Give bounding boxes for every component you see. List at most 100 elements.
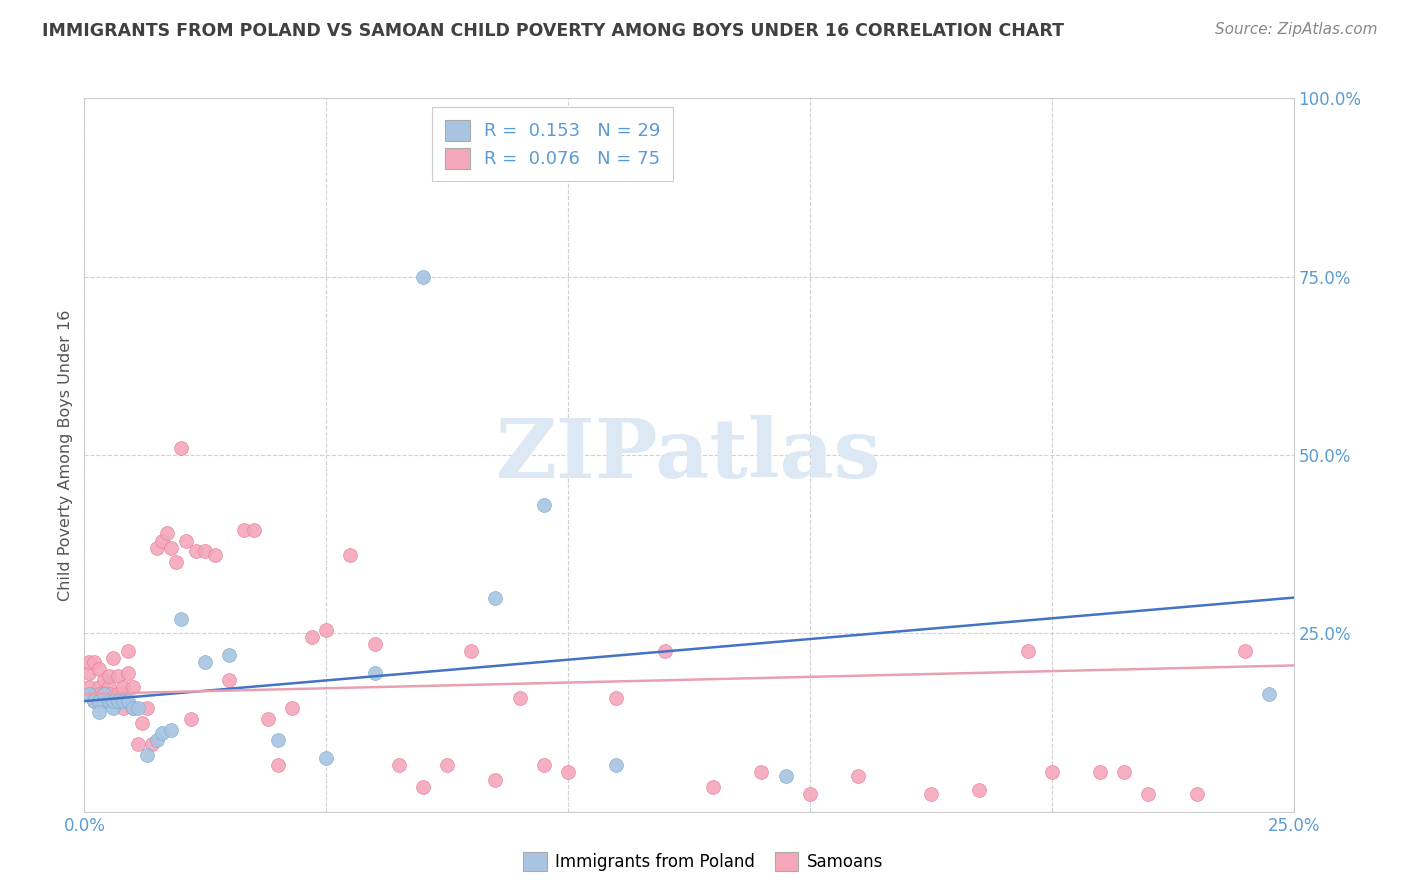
Point [184,544,207,558]
Point [233,523,256,537]
Point [146,541,169,555]
Point [557,765,579,780]
Point [83,687,105,701]
Point [315,623,337,637]
Point [533,758,555,772]
Point [87,680,110,694]
Point [218,673,240,687]
Point [218,648,240,662]
Point [103,651,125,665]
Point [605,758,627,772]
Point [204,548,226,562]
Point [267,758,290,772]
Point [83,694,105,708]
Point [117,665,139,680]
Point [146,733,169,747]
Point [775,769,797,783]
Point [751,765,773,780]
Point [107,687,129,701]
Point [194,544,217,558]
Point [93,687,115,701]
Point [112,687,135,701]
Point [170,441,193,455]
Point [484,772,506,787]
Point [93,694,115,708]
Point [160,541,183,555]
Point [1017,644,1039,658]
Point [141,737,163,751]
Point [117,694,139,708]
Point [533,498,555,512]
Point [412,780,434,794]
Point [87,705,110,719]
Point [97,669,120,683]
Point [180,712,202,726]
Point [846,769,869,783]
Point [77,665,100,680]
Point [150,533,173,548]
Point [654,644,676,658]
Point [117,644,139,658]
Point [315,751,337,765]
Point [103,694,125,708]
Point [155,526,177,541]
Point [1185,787,1208,801]
Point [160,723,183,737]
Point [194,655,217,669]
Point [484,591,506,605]
Point [136,701,159,715]
Point [339,548,361,562]
Point [83,694,105,708]
Point [436,758,458,772]
Point [150,726,173,740]
Point [107,669,129,683]
Point [605,690,627,705]
Point [509,690,531,705]
Point [136,747,159,762]
Point [799,787,821,801]
Point [93,687,115,701]
Point [1040,765,1063,780]
Point [112,701,135,715]
Point [112,680,135,694]
Point [107,694,129,708]
Point [87,662,110,676]
Point [388,758,411,772]
Point [301,630,323,644]
Point [1234,644,1257,658]
Point [127,701,149,715]
Point [165,555,187,569]
Point [107,694,129,708]
Point [281,701,304,715]
Point [363,665,385,680]
Point [83,655,105,669]
Point [412,269,434,284]
Point [702,780,724,794]
Point [174,533,197,548]
Text: Source: ZipAtlas.com: Source: ZipAtlas.com [1215,22,1378,37]
Point [121,701,143,715]
Point [97,694,120,708]
Point [77,687,100,701]
Point [112,694,135,708]
Point [131,715,153,730]
Point [127,737,149,751]
Text: IMMIGRANTS FROM POLAND VS SAMOAN CHILD POVERTY AMONG BOYS UNDER 16 CORRELATION C: IMMIGRANTS FROM POLAND VS SAMOAN CHILD P… [42,22,1064,40]
Point [1114,765,1136,780]
Point [363,637,385,651]
Point [97,687,120,701]
Point [257,712,280,726]
Point [242,523,264,537]
Point [77,655,100,669]
Y-axis label: Child Poverty Among Boys Under 16: Child Poverty Among Boys Under 16 [58,310,73,600]
Point [920,787,942,801]
Point [87,694,110,708]
Text: ZIPatlas: ZIPatlas [496,415,882,495]
Point [170,612,193,626]
Point [97,680,120,694]
Legend: Immigrants from Poland, Samoans: Immigrants from Poland, Samoans [515,843,891,880]
Point [1258,687,1281,701]
Point [1137,787,1160,801]
Point [103,694,125,708]
Point [121,680,143,694]
